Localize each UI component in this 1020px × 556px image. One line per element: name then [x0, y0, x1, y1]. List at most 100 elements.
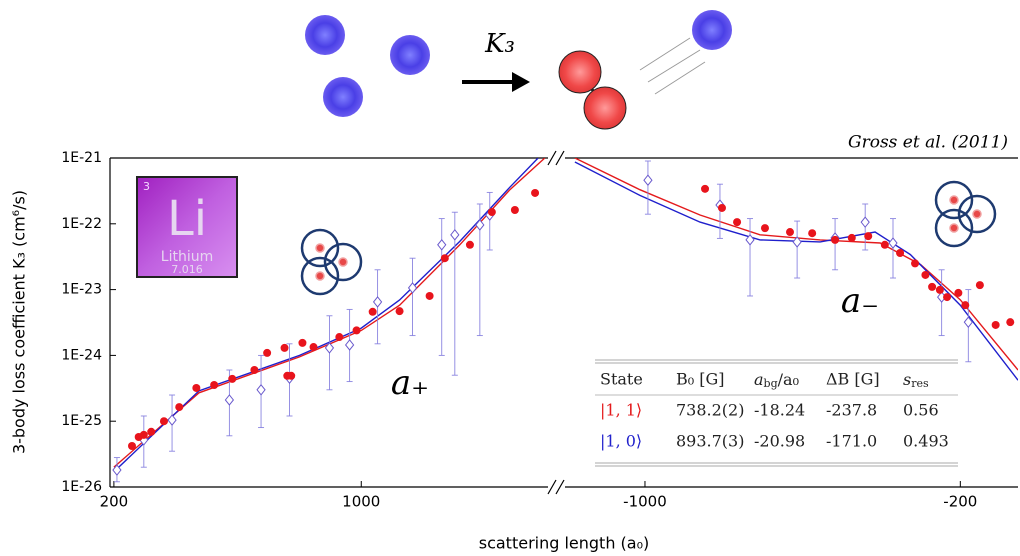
table-cell: 893.7(3)	[676, 432, 744, 451]
series-group	[574, 158, 1018, 381]
tile-box	[136, 176, 238, 278]
data-point	[921, 270, 930, 279]
data-point	[228, 374, 237, 383]
table-cell: 738.2(2)	[676, 401, 744, 420]
y-tick-label: 1E-25	[61, 413, 102, 429]
data-point	[928, 282, 937, 291]
fit-line	[574, 158, 1018, 371]
data-point	[147, 427, 156, 436]
data-point	[224, 394, 235, 406]
table-cell: -171.0	[826, 432, 877, 451]
table-cell: -18.24	[754, 401, 805, 420]
credit: Gross et al. (2011)	[848, 133, 1008, 153]
axis-break	[555, 479, 565, 495]
data-point	[263, 348, 272, 357]
data-point	[440, 254, 449, 263]
table-cell: 0.493	[903, 432, 949, 451]
motion-line	[639, 37, 691, 71]
header-subscript: res	[911, 377, 929, 390]
atom	[583, 86, 627, 130]
data-point	[733, 218, 742, 227]
data-point	[808, 229, 817, 238]
data-point	[167, 414, 177, 426]
axes-frame	[109, 150, 1018, 495]
data-point	[510, 206, 519, 215]
data-point	[159, 417, 168, 426]
data-point	[991, 320, 1000, 329]
axis-break	[547, 150, 557, 166]
table-header: ΔB [G]	[826, 370, 880, 389]
data-point	[175, 403, 184, 412]
table-header: sres	[903, 370, 929, 391]
element-name: Lithium	[161, 249, 213, 265]
data-point	[745, 234, 755, 246]
trimer-icon	[934, 180, 997, 248]
table-cell: -20.98	[754, 432, 805, 451]
data-point	[760, 224, 769, 233]
data-point	[407, 282, 418, 294]
element-symbol: Li	[167, 191, 207, 247]
atom	[390, 35, 430, 75]
data-point	[1006, 318, 1015, 327]
header-symbol: s	[903, 370, 911, 389]
motion-line	[647, 49, 701, 83]
table-cell: |1, 1⟩	[600, 401, 642, 420]
data-point	[368, 307, 377, 316]
reaction-illustration: K₃	[305, 10, 732, 130]
header-rest: /a₀	[778, 370, 799, 389]
data-point	[911, 259, 920, 268]
data-point	[701, 184, 710, 193]
y-tick-label: 1E-26	[61, 479, 102, 495]
plot: 200 1000 1E-26 1E-25 1E-24 1E-23 1E-22 1E-21 sca…	[10, 133, 1018, 553]
data-point	[324, 342, 335, 354]
data-point	[298, 338, 307, 347]
data-point	[335, 333, 344, 342]
data-point	[880, 240, 889, 249]
data-point	[831, 235, 840, 244]
data-point	[961, 301, 970, 310]
reaction-label: K₃	[484, 29, 515, 59]
data-point	[792, 236, 802, 248]
data-point	[643, 174, 653, 186]
data-point	[280, 343, 289, 352]
data-point	[192, 383, 201, 392]
x-tick-label: 1000	[342, 493, 380, 511]
branch-label: a₊	[391, 363, 429, 403]
series-group	[112, 158, 546, 483]
data-point	[475, 219, 485, 231]
header-subscript: bg	[764, 377, 778, 390]
data-point	[344, 339, 355, 351]
element-mass: 7.016	[171, 263, 203, 276]
data-point	[847, 233, 856, 242]
parameter-table: State B₀ [G] abg/a₀ ΔB [G] sres |1, 1⟩ 738.2(2…	[595, 359, 958, 467]
atom	[323, 77, 363, 117]
header-symbol: a	[754, 370, 764, 389]
y-tick-label: 1E-24	[61, 347, 102, 363]
atom	[558, 50, 602, 94]
table-header: State	[600, 370, 643, 389]
data-point	[287, 371, 296, 380]
data-point	[256, 384, 266, 396]
data-point	[425, 291, 434, 300]
data-point	[531, 188, 540, 197]
y-tick-label: 1E-23	[61, 282, 102, 298]
element-tile: 3 Li Lithium 7.016	[136, 176, 238, 278]
data-point	[860, 216, 870, 228]
data-point	[896, 248, 905, 257]
data-point	[487, 208, 496, 217]
data-point	[465, 240, 474, 249]
table-cell: |1, 0⟩	[600, 432, 642, 451]
data-point	[395, 307, 404, 316]
data-point	[717, 203, 726, 212]
y-axis-label: 3-body loss coefficient K₃ (cm⁶/s)	[10, 190, 29, 454]
data-point	[450, 229, 460, 241]
data-point	[352, 326, 361, 335]
branch-label: a₋	[841, 281, 879, 321]
arrow-head	[512, 72, 530, 92]
data-point	[954, 288, 963, 297]
motion-line	[654, 61, 706, 95]
data-point	[786, 228, 795, 237]
fit-line	[574, 161, 1018, 381]
axis-break	[547, 479, 557, 495]
